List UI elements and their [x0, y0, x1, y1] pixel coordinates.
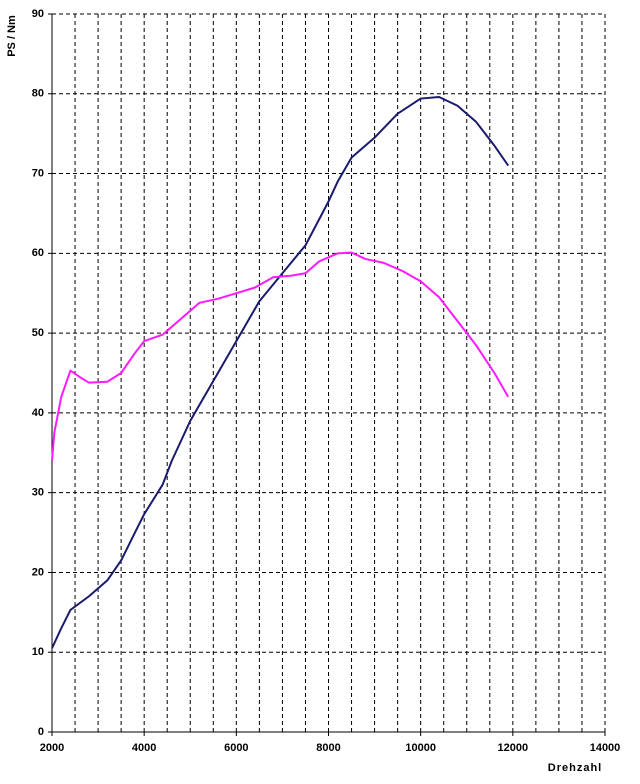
x-tick-label: 10000	[405, 742, 436, 754]
y-tick-label: 90	[32, 8, 44, 20]
x-tick-label: 12000	[498, 742, 529, 754]
x-tick-label: 14000	[590, 742, 621, 754]
y-tick-label: 60	[32, 247, 44, 259]
x-axis-label: Drehzahl	[548, 762, 602, 774]
series-line	[51, 95, 510, 649]
y-axis-label: PS / Nm	[6, 15, 18, 57]
x-tick-label: 2000	[40, 742, 64, 754]
y-tick-label: 80	[32, 88, 44, 100]
y-tick-label: 50	[32, 327, 44, 339]
y-tick-label: 30	[32, 487, 44, 499]
x-tick-label: 8000	[316, 742, 340, 754]
x-tick-label: 6000	[224, 742, 248, 754]
series-line	[51, 251, 510, 461]
x-tick-label: 4000	[132, 742, 156, 754]
y-tick-label: 70	[32, 167, 44, 179]
y-tick-label: 20	[32, 566, 44, 578]
y-tick-label: 40	[32, 407, 44, 419]
y-tick-label: 10	[32, 646, 44, 658]
y-tick-label: 0	[38, 726, 44, 738]
